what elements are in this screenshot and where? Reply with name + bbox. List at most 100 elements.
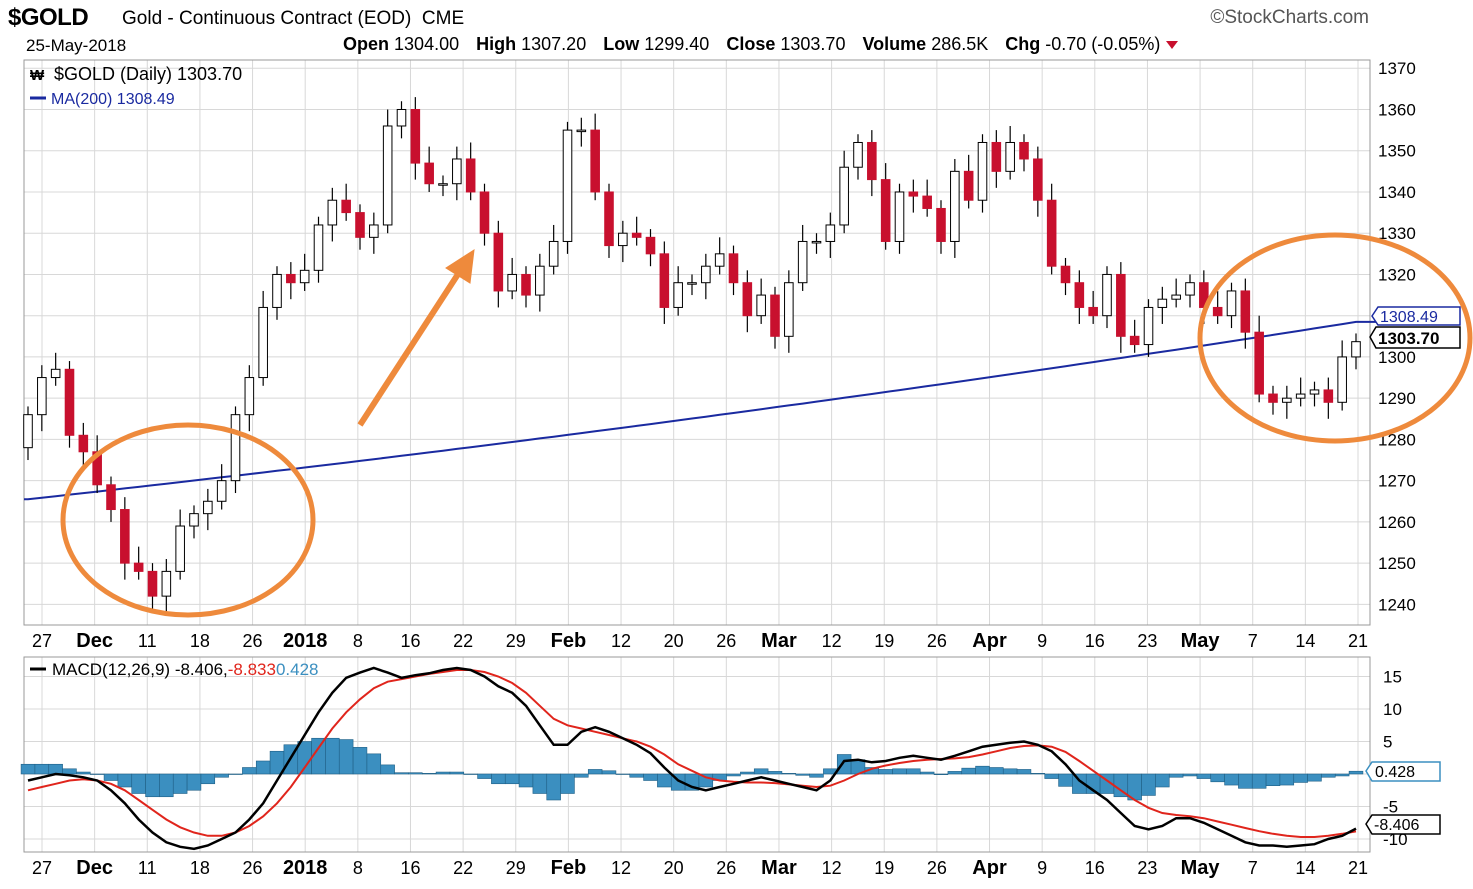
histogram-bar bbox=[34, 763, 50, 775]
price-tick-label: 1300 bbox=[1378, 348, 1416, 367]
histogram-bar bbox=[1293, 773, 1308, 783]
candle bbox=[991, 141, 1002, 172]
histogram-bar bbox=[463, 773, 478, 775]
candlestick-legend-icon: ₩ bbox=[30, 67, 45, 84]
histogram-bar bbox=[504, 773, 520, 785]
macd-legend: MACD(12,26,9) -8.406,-8.8330.428 bbox=[52, 660, 319, 679]
candle bbox=[756, 294, 766, 317]
price-tick-label: 1290 bbox=[1378, 389, 1416, 408]
candle bbox=[23, 414, 33, 449]
price-x-tick-label: 8 bbox=[353, 631, 363, 651]
macd-x-tick-label: Mar bbox=[761, 857, 797, 879]
annotation-arrow-head bbox=[445, 249, 475, 284]
candle bbox=[977, 141, 988, 201]
histogram-bar bbox=[657, 773, 672, 788]
open-label: Open bbox=[343, 34, 390, 54]
candle bbox=[216, 480, 227, 502]
histogram-bar bbox=[352, 747, 368, 775]
histogram-bar bbox=[878, 769, 893, 775]
candle bbox=[1088, 306, 1098, 317]
price-x-tick-label: 21 bbox=[1348, 631, 1368, 651]
down-arrow-icon bbox=[1166, 41, 1179, 50]
macd-panel[interactable]: 151050-5-10 27Dec11182620188162229Feb122… bbox=[0, 655, 1473, 889]
candle bbox=[922, 195, 932, 209]
histogram-bar bbox=[325, 737, 340, 775]
contract-description: Gold - Continuous Contract (EOD) CME bbox=[122, 8, 464, 30]
price-chart[interactable]: 1240125012601270128012901300131013201330… bbox=[0, 56, 1473, 656]
macd-tick-label: -5 bbox=[1383, 798, 1398, 817]
price-x-tick-label: 12 bbox=[611, 631, 631, 651]
candle bbox=[1116, 273, 1126, 337]
candle bbox=[78, 434, 89, 453]
macd-tick-label: 5 bbox=[1383, 733, 1392, 752]
histogram-bar bbox=[477, 773, 492, 779]
candle bbox=[880, 179, 891, 242]
candle bbox=[950, 170, 960, 242]
candle bbox=[244, 377, 255, 416]
candle bbox=[355, 212, 365, 238]
candle bbox=[936, 207, 946, 242]
candle bbox=[867, 141, 877, 181]
histogram-bar bbox=[574, 773, 589, 778]
candle bbox=[1019, 141, 1029, 160]
macd-x-tick-label: Dec bbox=[76, 857, 113, 879]
low-label: Low bbox=[603, 34, 640, 54]
histogram-bar bbox=[200, 773, 216, 785]
candle bbox=[853, 141, 863, 168]
ma-badge: 1308.49 bbox=[1380, 309, 1438, 326]
histogram-bar bbox=[615, 773, 631, 775]
price-x-tick-label: Dec bbox=[76, 630, 113, 652]
histogram-bar bbox=[20, 763, 36, 775]
candle bbox=[1157, 298, 1168, 308]
macd-legend-signal: -8.833 bbox=[228, 660, 276, 679]
histogram-bar bbox=[491, 773, 506, 785]
price-x-tick-label: Mar bbox=[761, 630, 797, 652]
candle bbox=[410, 108, 421, 164]
histogram-bar bbox=[103, 773, 119, 781]
macd-x-tick-label: 29 bbox=[506, 858, 526, 878]
histogram-bar bbox=[518, 773, 534, 788]
histogram-bar bbox=[421, 773, 437, 775]
candle bbox=[479, 191, 490, 234]
candle bbox=[161, 570, 172, 597]
close-badge: 1303.70 bbox=[1378, 329, 1439, 348]
price-tick-label: 1320 bbox=[1378, 265, 1416, 284]
candle bbox=[618, 232, 628, 247]
histogram-bar bbox=[1058, 773, 1073, 787]
candle bbox=[327, 199, 338, 226]
histogram-bar bbox=[933, 773, 949, 775]
candle bbox=[133, 562, 144, 572]
candle bbox=[106, 484, 116, 511]
macd-x-tick-label: 16 bbox=[400, 858, 420, 878]
histogram-bar bbox=[1224, 773, 1239, 786]
histogram-bar bbox=[117, 773, 133, 788]
price-tick-label: 1360 bbox=[1378, 100, 1416, 119]
candle bbox=[341, 199, 351, 214]
histogram-bar bbox=[1321, 773, 1336, 778]
price-x-tick-label: 12 bbox=[822, 631, 842, 651]
candle bbox=[811, 240, 822, 244]
histogram-bar bbox=[1044, 773, 1059, 779]
volume-value: 286.5K bbox=[931, 34, 989, 54]
price-x-tick-label: 22 bbox=[453, 631, 473, 651]
price-plot-frame bbox=[23, 59, 1371, 626]
quote-date: 25-May-2018 bbox=[26, 36, 127, 55]
macd-legend-hist: 0.428 bbox=[276, 660, 319, 679]
candle bbox=[147, 570, 158, 597]
macd-x-tick-label: 26 bbox=[716, 858, 736, 878]
candle bbox=[1060, 265, 1071, 284]
close-value: 1303.70 bbox=[780, 34, 846, 54]
candle bbox=[797, 240, 808, 284]
histogram-bar bbox=[1141, 773, 1156, 796]
candle bbox=[1074, 282, 1085, 308]
histogram-bar bbox=[186, 773, 202, 791]
candle bbox=[299, 269, 310, 284]
candle bbox=[687, 282, 697, 285]
price-x-tick-label: 7 bbox=[1248, 631, 1258, 651]
candle bbox=[1323, 389, 1334, 403]
macd-x-tick-label: 12 bbox=[822, 858, 842, 878]
candle bbox=[396, 108, 407, 127]
histogram-bar bbox=[1196, 773, 1212, 779]
macd-badge-frame bbox=[1365, 814, 1441, 835]
macd-tick-label: 15 bbox=[1383, 668, 1402, 687]
